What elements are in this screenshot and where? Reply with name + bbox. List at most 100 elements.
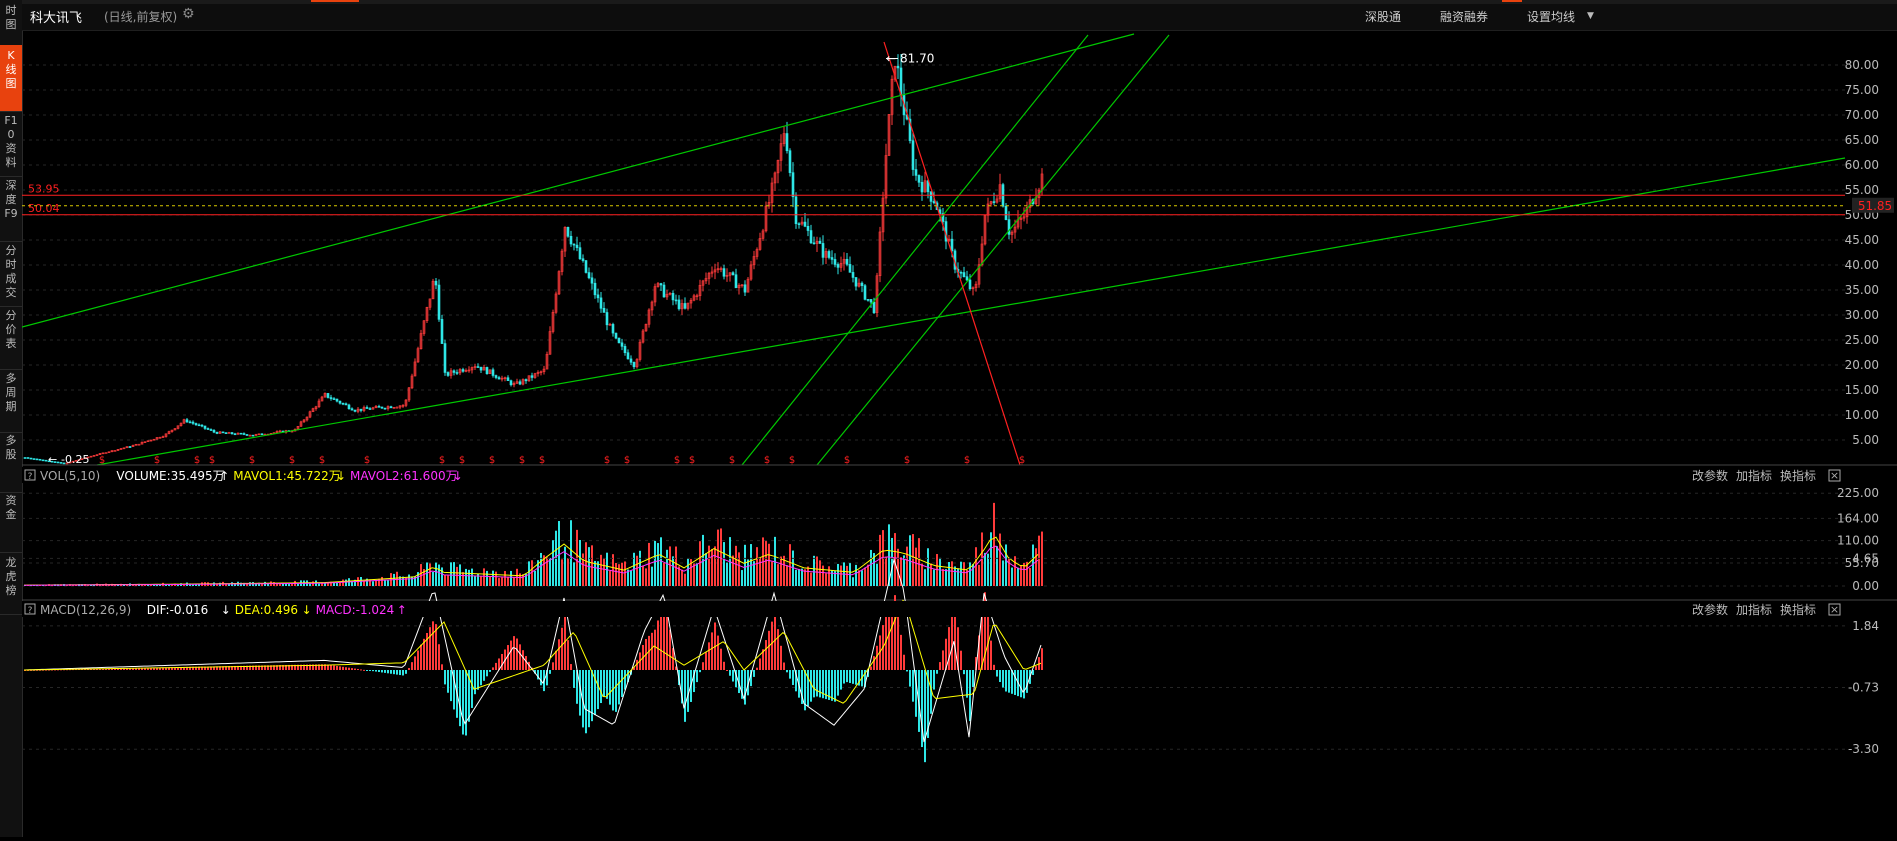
sidebar-item-1[interactable]: K线图 xyxy=(0,45,22,112)
macd-bar xyxy=(279,665,281,670)
candle xyxy=(212,430,216,433)
candle xyxy=(626,352,630,360)
macd-bar xyxy=(963,670,965,675)
macd-bar xyxy=(207,666,209,670)
volume-bar xyxy=(543,555,545,586)
y-tick-label: 20.00 xyxy=(1845,358,1879,372)
volume-bar xyxy=(681,569,683,586)
volume-bar xyxy=(639,550,641,586)
candle xyxy=(341,402,345,405)
candle xyxy=(617,337,621,344)
sidebar-item-6[interactable]: 多周期 xyxy=(0,368,22,433)
candle xyxy=(437,284,441,320)
macd-bar xyxy=(849,670,851,683)
volume-bar xyxy=(966,569,968,586)
macd-bar xyxy=(876,645,878,670)
signal-marker: $ xyxy=(539,455,545,466)
volume-bar xyxy=(1002,560,1004,586)
volume-bar xyxy=(915,547,917,586)
candle xyxy=(959,271,963,274)
candle xyxy=(527,375,531,382)
candle xyxy=(185,419,189,423)
help-box-icon[interactable] xyxy=(24,469,36,481)
candle xyxy=(170,429,174,432)
volume-bar xyxy=(963,562,965,586)
candle xyxy=(824,251,828,258)
macd-bar xyxy=(186,666,188,670)
candle xyxy=(26,457,30,459)
volume-bar xyxy=(291,582,293,586)
volume-bar xyxy=(870,549,872,586)
macd-bar xyxy=(585,670,587,734)
sidebar-item-2[interactable]: F10资料 xyxy=(0,110,22,177)
candle xyxy=(809,230,813,244)
volume-bar xyxy=(345,579,347,586)
close-box-icon[interactable] xyxy=(1828,469,1841,482)
sidebar-item-0[interactable]: 时图 xyxy=(0,0,22,47)
signal-marker: $ xyxy=(964,455,970,466)
macd-bar xyxy=(183,666,185,670)
volume-bar xyxy=(945,569,947,586)
ma-settings-button[interactable]: 设置均线 xyxy=(1527,10,1576,24)
candle xyxy=(674,299,678,302)
macd-bar xyxy=(357,668,359,670)
macd-bar xyxy=(993,664,995,670)
volume-bar xyxy=(339,582,341,586)
macd-bar xyxy=(561,627,563,670)
volume-bar xyxy=(825,573,827,586)
volume-bar xyxy=(417,572,419,586)
volume-bar xyxy=(660,537,662,586)
macd-bar xyxy=(702,662,704,670)
candle xyxy=(464,370,468,372)
macd-bar xyxy=(525,656,527,670)
sidebar-item-3[interactable]: 深度F9 xyxy=(0,175,22,242)
macd-bar xyxy=(879,635,881,670)
macd-bar xyxy=(942,650,944,670)
volume-bar xyxy=(234,584,236,586)
chevron-down-icon[interactable]: ▼ xyxy=(1587,11,1594,21)
candle xyxy=(713,269,717,273)
volume-bar xyxy=(687,558,689,586)
close-box-icon[interactable] xyxy=(1828,603,1841,616)
low-arrow-icon: ← xyxy=(48,453,57,466)
macd-bar xyxy=(105,668,107,670)
candle xyxy=(995,198,999,203)
sidebar-item-5[interactable]: 分价表 xyxy=(0,305,22,370)
macd-bar xyxy=(270,665,272,670)
macd-bar xyxy=(705,652,707,670)
sidebar-item-label: 龙虎榜 xyxy=(5,556,17,597)
dif-line xyxy=(23,557,1042,743)
macd-bar xyxy=(783,662,785,670)
help-box-icon[interactable] xyxy=(24,603,36,615)
sidebar-item-label: F10资料 xyxy=(4,114,18,169)
macd-bar xyxy=(762,649,764,670)
margin-trading-button[interactable]: 融资融券 xyxy=(1440,10,1489,24)
volume-bar xyxy=(570,520,572,586)
macd-bar xyxy=(432,621,434,670)
candle xyxy=(842,258,846,264)
sidebar-item-9[interactable]: 龙虎榜 xyxy=(0,552,22,615)
sidebar-item-8[interactable]: 资金 xyxy=(0,490,22,553)
volume-bar xyxy=(756,547,758,586)
macd-bar xyxy=(537,670,539,680)
signal-marker: $ xyxy=(764,455,770,466)
volume-bar xyxy=(321,582,323,586)
candle xyxy=(332,398,336,400)
macd-bar xyxy=(486,670,488,677)
candle xyxy=(197,424,201,427)
hk-connect-button[interactable]: 深股通 xyxy=(1365,10,1402,24)
sidebar-item-4[interactable]: 分时成交 xyxy=(0,240,22,307)
signal-marker: $ xyxy=(364,455,370,466)
candle xyxy=(410,375,414,389)
volume-bar xyxy=(330,581,332,586)
macd-bar xyxy=(417,650,419,670)
candle xyxy=(911,140,915,170)
candle xyxy=(701,280,705,286)
volume-bar xyxy=(699,541,701,586)
volume-bar xyxy=(144,584,146,586)
settings-gear-icon[interactable]: ⚙ xyxy=(182,6,195,22)
volume-bar xyxy=(810,572,812,586)
sidebar-item-7[interactable]: 多股 xyxy=(0,430,22,493)
candle xyxy=(770,182,774,203)
candle xyxy=(653,286,657,303)
